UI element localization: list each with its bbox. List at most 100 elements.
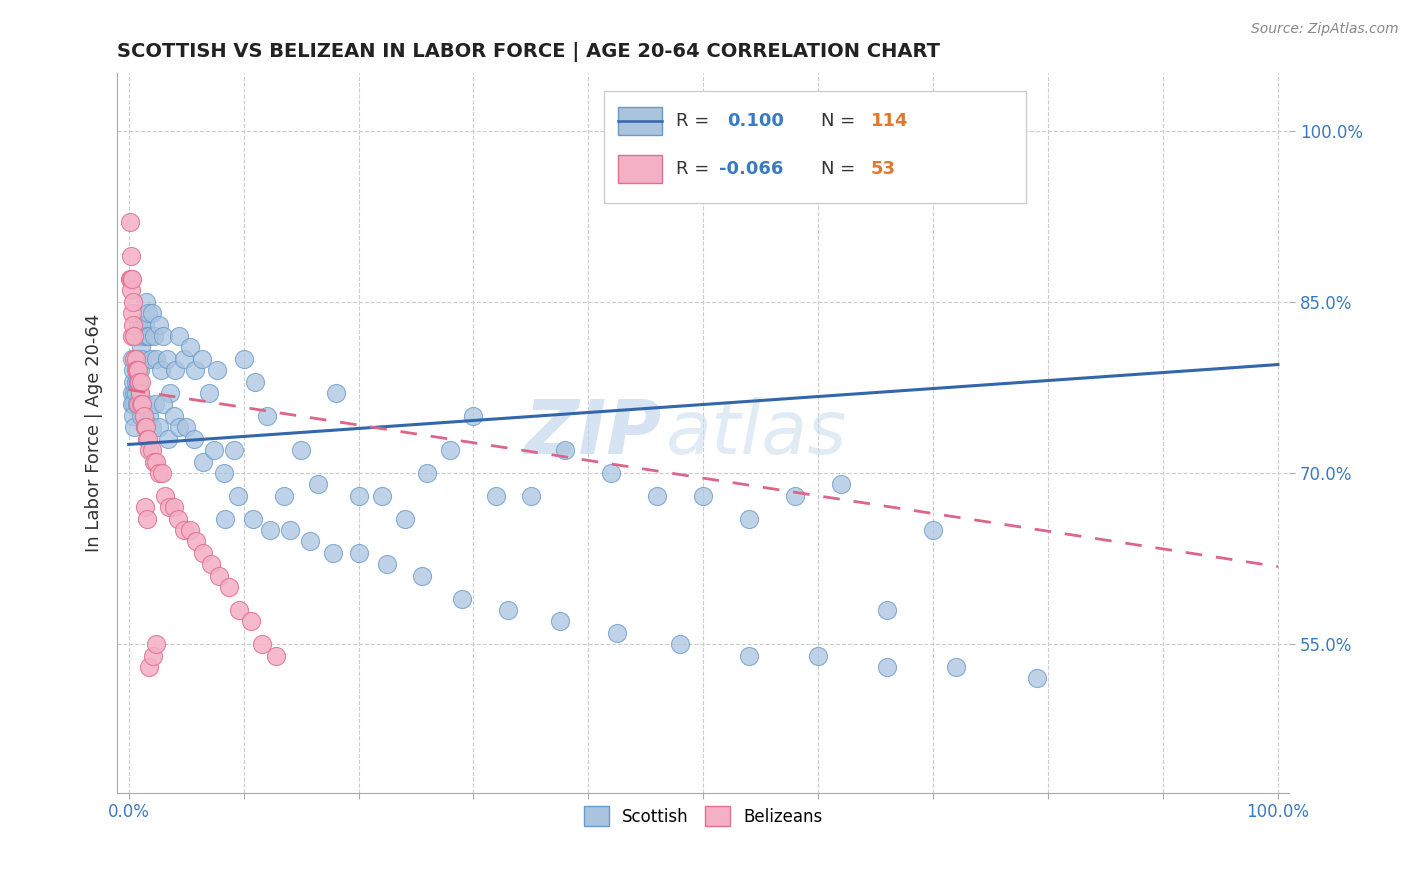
Point [224, 443, 246, 458]
Point [121, 306, 143, 320]
Point [167, 329, 190, 343]
Point [136, 329, 159, 343]
Point [124, 363, 146, 377]
Point [218, 580, 240, 594]
Point [439, 443, 461, 458]
Point [135, 420, 157, 434]
Point [647, 489, 669, 503]
Point [264, 648, 287, 663]
Point [411, 568, 433, 582]
Point [121, 397, 143, 411]
Text: Source: ZipAtlas.com: Source: ZipAtlas.com [1251, 22, 1399, 37]
Point [451, 591, 474, 606]
Point [124, 329, 146, 343]
Point [738, 648, 761, 663]
Text: R =: R = [676, 160, 710, 178]
Point [127, 363, 149, 377]
Point [132, 409, 155, 423]
Point [139, 351, 162, 366]
Point [278, 523, 301, 537]
Point [122, 363, 145, 377]
Point [120, 249, 142, 263]
Point [129, 386, 152, 401]
Point [145, 351, 167, 366]
Point [122, 397, 145, 411]
Point [134, 500, 156, 515]
Point [131, 397, 153, 411]
Point [463, 409, 485, 423]
Point [120, 283, 142, 297]
Text: 114: 114 [870, 112, 908, 130]
Point [124, 397, 146, 411]
Point [121, 272, 143, 286]
Point [162, 409, 184, 423]
Point [145, 454, 167, 468]
Point [129, 329, 152, 343]
Point [138, 660, 160, 674]
Point [250, 637, 273, 651]
Point [127, 375, 149, 389]
Point [692, 489, 714, 503]
Point [157, 500, 180, 515]
Point [256, 409, 278, 423]
Point [184, 363, 207, 377]
Point [259, 523, 281, 537]
Text: SCOTTISH VS BELIZEAN IN LABOR FORCE | AGE 20-64 CORRELATION CHART: SCOTTISH VS BELIZEAN IN LABOR FORCE | AG… [117, 42, 941, 62]
Point [600, 466, 623, 480]
Point [124, 386, 146, 401]
Text: N =: N = [821, 160, 855, 178]
Point [228, 603, 250, 617]
Point [143, 454, 166, 468]
Point [416, 466, 439, 480]
Point [128, 375, 150, 389]
Text: 0.100: 0.100 [727, 112, 783, 130]
Point [496, 603, 519, 617]
Point [163, 363, 186, 377]
Point [142, 648, 165, 663]
Point [370, 489, 392, 503]
Point [131, 409, 153, 423]
Point [128, 397, 150, 411]
Point [118, 215, 141, 229]
Point [152, 329, 174, 343]
Point [669, 637, 692, 651]
FancyBboxPatch shape [603, 91, 1026, 202]
Point [156, 432, 179, 446]
Point [131, 375, 153, 389]
Point [124, 420, 146, 434]
Point [162, 500, 184, 515]
Point [212, 466, 235, 480]
Point [132, 329, 155, 343]
Point [179, 340, 201, 354]
Point [299, 534, 322, 549]
Point [124, 351, 146, 366]
Point [132, 409, 155, 423]
Point [485, 489, 508, 503]
Point [876, 603, 898, 617]
Point [122, 375, 145, 389]
Point [131, 351, 153, 366]
Point [159, 386, 181, 401]
Point [394, 511, 416, 525]
Point [242, 511, 264, 525]
Point [173, 351, 195, 366]
Point [150, 466, 173, 480]
Point [322, 546, 344, 560]
Point [273, 489, 295, 503]
Point [290, 443, 312, 458]
Point [785, 489, 807, 503]
Point [922, 523, 945, 537]
Point [141, 443, 163, 458]
Point [167, 511, 190, 525]
Point [131, 397, 153, 411]
Point [131, 340, 153, 354]
Point [136, 397, 159, 411]
Point [134, 420, 156, 434]
Text: N =: N = [821, 112, 855, 130]
Point [127, 397, 149, 411]
Point [118, 272, 141, 286]
Text: R =: R = [676, 112, 710, 130]
Point [125, 329, 148, 343]
Point [125, 397, 148, 411]
FancyBboxPatch shape [617, 155, 662, 183]
